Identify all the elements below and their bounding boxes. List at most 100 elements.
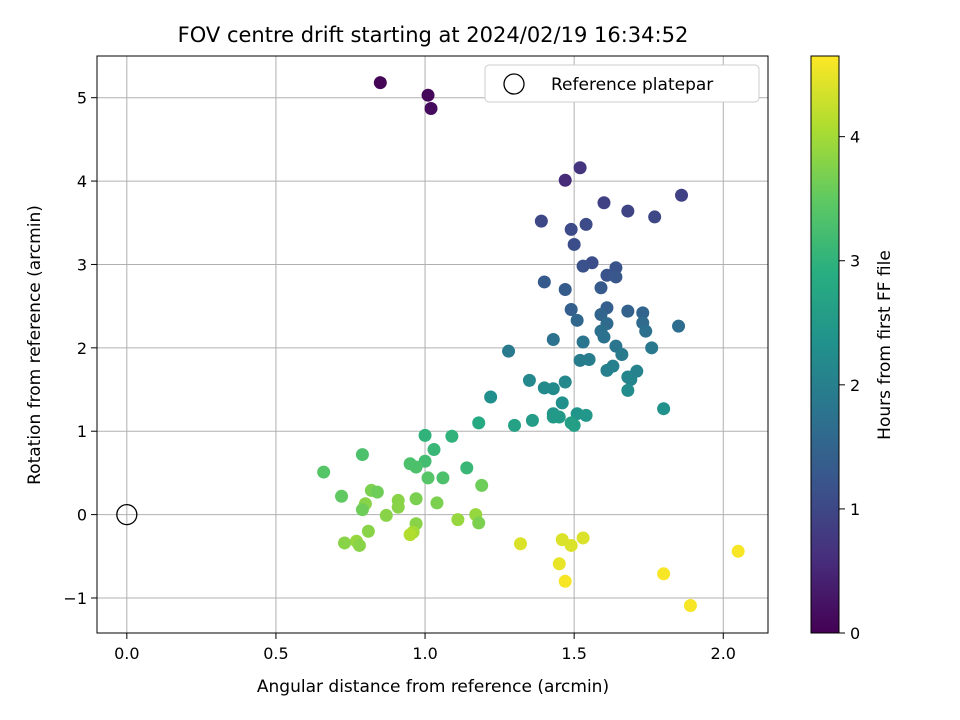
reference-platepar-marker xyxy=(116,503,138,526)
data-point xyxy=(558,375,572,389)
x-tick-label: 0.5 xyxy=(263,644,288,663)
data-point xyxy=(558,574,572,588)
data-point xyxy=(472,416,486,430)
data-points xyxy=(317,76,745,612)
data-point xyxy=(672,319,686,333)
data-point xyxy=(579,408,593,422)
data-point xyxy=(573,161,587,175)
data-point xyxy=(576,259,590,273)
data-point xyxy=(427,443,441,457)
data-point xyxy=(597,196,611,210)
data-point xyxy=(648,210,662,224)
y-tick-label: 3 xyxy=(77,255,87,274)
data-point xyxy=(731,544,745,558)
legend: Reference platepar xyxy=(484,64,760,103)
data-point xyxy=(430,496,444,510)
grid-lines xyxy=(97,56,768,633)
colorbar: 0 1 2 3 4 Hours from first FF file xyxy=(810,55,895,643)
data-point xyxy=(546,382,560,396)
data-point xyxy=(409,492,423,506)
x-tick-label: 1.5 xyxy=(561,644,586,663)
legend-box xyxy=(484,64,760,103)
x-tick-label: 1.0 xyxy=(412,644,437,663)
chart-title: FOV centre drift starting at 2024/02/19 … xyxy=(178,23,689,47)
data-point xyxy=(391,500,405,514)
y-axis-label: Rotation from reference (arcmin) xyxy=(25,205,45,485)
data-point xyxy=(421,471,435,485)
data-point xyxy=(484,390,498,404)
data-point xyxy=(621,204,635,218)
data-point xyxy=(675,188,689,202)
colorbar-ticks: 0 1 2 3 4 xyxy=(839,128,860,643)
y-tick-label: −1 xyxy=(63,589,87,608)
data-point xyxy=(564,222,578,236)
data-point xyxy=(451,513,465,527)
colorbar-gradient xyxy=(810,55,840,634)
data-point xyxy=(424,102,438,116)
data-point xyxy=(683,598,697,612)
data-point xyxy=(373,76,387,90)
data-point xyxy=(355,503,369,517)
x-axis-ticks: 0.0 0.5 1.0 1.5 2.0 xyxy=(114,633,736,663)
data-point xyxy=(436,471,450,485)
plot-frame xyxy=(96,55,769,634)
data-point xyxy=(594,281,608,295)
data-point xyxy=(639,324,653,338)
data-point xyxy=(597,330,611,344)
colorbar-label: Hours from first FF file xyxy=(875,250,895,440)
legend-reference-icon xyxy=(503,73,525,95)
data-point xyxy=(636,306,650,320)
data-point xyxy=(418,428,432,442)
data-point xyxy=(555,396,569,410)
data-point xyxy=(546,410,560,424)
data-point xyxy=(573,353,587,367)
data-point xyxy=(594,307,608,321)
data-point xyxy=(621,304,635,318)
data-point xyxy=(576,531,590,545)
data-point xyxy=(567,237,581,251)
reference-marker-group xyxy=(116,503,138,526)
data-point xyxy=(317,465,331,479)
data-point xyxy=(564,538,578,552)
data-point xyxy=(552,557,566,571)
data-point xyxy=(502,344,516,358)
x-axis-label: Angular distance from reference (arcmin) xyxy=(257,677,609,697)
data-point xyxy=(657,402,671,416)
colorbar-tick-label: 3 xyxy=(850,252,860,271)
colorbar-tick-label: 4 xyxy=(850,128,860,147)
data-point xyxy=(379,508,393,522)
x-tick-label: 2.0 xyxy=(711,644,736,663)
data-point xyxy=(513,537,527,551)
data-point xyxy=(370,485,384,499)
data-point xyxy=(615,348,629,362)
data-point xyxy=(522,373,536,387)
data-point xyxy=(421,88,435,102)
data-point xyxy=(564,302,578,316)
data-point xyxy=(576,335,590,349)
data-point xyxy=(403,528,417,542)
x-tick-label: 0.0 xyxy=(114,644,139,663)
data-point xyxy=(567,418,581,432)
y-axis-ticks: −1 0 1 2 3 4 5 xyxy=(63,89,97,608)
data-point xyxy=(355,448,369,462)
data-point xyxy=(475,478,489,492)
data-point xyxy=(624,373,638,387)
legend-reference-label: Reference platepar xyxy=(551,75,713,95)
data-point xyxy=(570,313,584,327)
data-point xyxy=(546,332,560,346)
y-tick-label: 1 xyxy=(77,422,87,441)
data-point xyxy=(352,538,366,552)
data-point xyxy=(537,275,551,289)
colorbar-tick-label: 0 xyxy=(850,624,860,643)
data-point xyxy=(361,524,375,538)
data-point xyxy=(338,536,352,550)
y-tick-label: 5 xyxy=(77,89,87,108)
data-point xyxy=(460,461,474,475)
y-tick-label: 4 xyxy=(77,172,87,191)
data-point xyxy=(579,217,593,231)
data-point xyxy=(558,282,572,296)
data-point xyxy=(335,489,349,503)
data-point xyxy=(609,261,623,275)
data-point xyxy=(508,418,522,432)
data-point xyxy=(558,173,572,187)
